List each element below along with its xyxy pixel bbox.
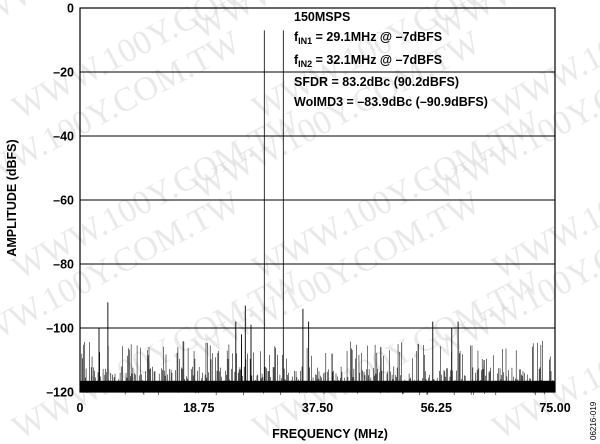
y-tick-label: –40 [53,130,74,144]
figure-id: 06216-019 [589,401,598,440]
annotation-rate: 150MSPS [294,10,350,24]
x-tick-label: 0 [77,401,84,415]
plot-frame [79,7,556,393]
y-tick-label: –80 [53,258,74,272]
annotation-fin1: fIN1 = 29.1MHz @ –7dBFS [294,30,442,46]
y-tick-label: 0 [67,2,74,16]
y-tick-label: –60 [53,194,74,208]
x-tick-label: 18.75 [183,401,214,415]
grid-lines [80,71,555,329]
y-tick-labels: 0 –20 –40 –60 –80 –100 –120 [46,2,74,400]
annotation-woimd3: WoIMD3 = –83.9dBc (–90.9dBFS) [294,95,488,109]
y-tick-label: –100 [46,322,74,336]
annotation-sfdr: SFDR = 83.2dBc (90.2dBFS) [294,75,459,89]
x-axis-label: FREQUENCY (MHz) [272,427,388,441]
x-tick-labels: 0 18.75 37.50 56.25 75.00 [77,401,571,415]
noise-band [80,380,555,392]
x-tick-label: 37.50 [302,401,333,415]
x-tick-label: 75.00 [539,401,570,415]
tone-lines [263,30,284,392]
annotation-fin2: fIN2 = 32.1MHz @ –7dBFS [294,53,442,69]
spur-lines [98,302,485,392]
annotation-block: 150MSPS fIN1 = 29.1MHz @ –7dBFS fIN2 = 3… [294,10,488,109]
y-tick-label: –120 [46,386,74,400]
y-tick-label: –20 [53,66,74,80]
y-axis-label: AMPLITUDE (dBFS) [5,139,19,256]
x-tick-label: 56.25 [421,401,452,415]
